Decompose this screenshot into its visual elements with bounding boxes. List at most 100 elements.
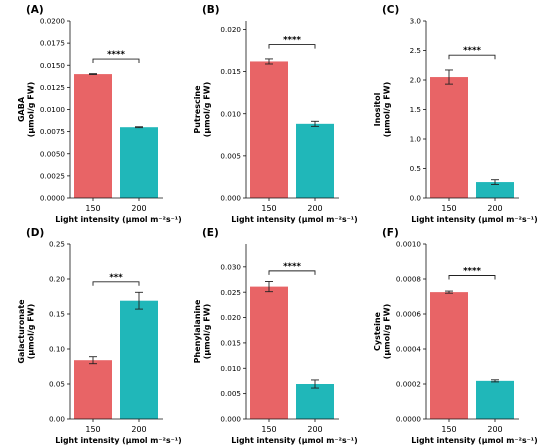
y-axis-label-line: (μmol/g FW) xyxy=(383,304,392,360)
significance-label: **** xyxy=(107,50,125,60)
y-tick-label: 0.0150 xyxy=(40,61,66,70)
y-tick-label: 0.0 xyxy=(410,194,422,203)
x-tick-label: 150 xyxy=(85,425,100,434)
y-axis-label-line: Phenylalanine xyxy=(193,299,202,363)
bar-150 xyxy=(250,61,288,199)
y-tick-label: 2.0 xyxy=(410,76,422,85)
panel-label: (B) xyxy=(202,4,220,16)
x-axis-label: Light intensity (μmol m⁻²s⁻¹) xyxy=(411,215,537,224)
y-tick-label: 0.020 xyxy=(220,25,241,34)
x-tick-label: 150 xyxy=(441,204,456,213)
y-tick-label: 0.0125 xyxy=(40,83,65,92)
x-tick-label: 200 xyxy=(307,425,322,434)
significance-label: **** xyxy=(463,46,481,56)
chart-panel-b: (B) 150 200 0.000 0.005 0.010 0.015 0.020 Putres… xyxy=(193,4,358,224)
significance-bracket xyxy=(268,270,316,275)
y-tick-label: 0.015 xyxy=(220,67,241,76)
panel-label: (C) xyxy=(382,4,399,16)
y-axis-label: Galacturonate(μmol/g FW) xyxy=(17,299,36,364)
y-tick-label: 1.5 xyxy=(410,105,421,114)
bar-150 xyxy=(250,286,288,419)
y-tick-label: 0.0004 xyxy=(396,345,422,354)
bar-150 xyxy=(430,292,468,419)
bar-200 xyxy=(476,380,514,419)
y-tick-label: 0.05 xyxy=(49,380,65,389)
bar-200 xyxy=(296,123,334,198)
y-tick-label: 0.020 xyxy=(220,313,241,322)
y-tick-label: 0.0010 xyxy=(396,240,422,249)
y-tick-label: 0.0006 xyxy=(396,310,422,319)
significance-bracket xyxy=(448,275,496,280)
y-tick-label: 0.005 xyxy=(220,151,241,160)
y-tick-label: 0.015 xyxy=(220,339,241,348)
significance-bracket xyxy=(92,58,140,64)
y-axis-label-line: (μmol/g FW) xyxy=(383,82,392,138)
significance-label: **** xyxy=(283,36,301,46)
significance-label: **** xyxy=(463,267,481,277)
x-tick-label: 200 xyxy=(131,425,146,434)
y-tick-label: 0.005 xyxy=(220,389,241,398)
panel-label: (D) xyxy=(26,227,44,239)
bar-200 xyxy=(120,300,158,419)
y-tick-label: 3.0 xyxy=(410,17,422,26)
y-tick-label: 0.20 xyxy=(49,275,65,284)
y-axis-label-line: (μmol/g FW) xyxy=(203,82,212,138)
x-tick-label: 200 xyxy=(131,204,146,213)
significance-bracket xyxy=(92,281,140,286)
x-axis-label: Light intensity (μmol m⁻²s⁻¹) xyxy=(231,215,357,224)
x-tick-label: 200 xyxy=(487,204,502,213)
y-axis-label-line: Cysteine xyxy=(373,311,382,351)
y-tick-label: 0.010 xyxy=(220,364,241,373)
y-tick-label: 0.010 xyxy=(220,109,241,118)
panel-label: (E) xyxy=(202,227,219,239)
significance-label: *** xyxy=(109,273,123,283)
y-axis-label: Phenylalanine(μmol/g FW) xyxy=(193,299,212,363)
y-tick-label: 0.0075 xyxy=(40,127,65,136)
y-axis-label-line: Inositol xyxy=(373,92,382,126)
y-tick-label: 0.000 xyxy=(220,194,241,203)
y-tick-label: 0.25 xyxy=(49,240,65,249)
bar-150 xyxy=(74,74,112,198)
y-tick-label: 0.00 xyxy=(49,415,65,424)
y-tick-label: 0.0100 xyxy=(40,105,66,114)
y-tick-label: 0.0008 xyxy=(396,275,422,284)
x-axis-label: Light intensity (μmol m⁻²s⁻¹) xyxy=(411,436,537,445)
y-tick-label: 0.5 xyxy=(410,164,421,173)
y-tick-label: 0.0002 xyxy=(396,380,421,389)
x-axis-label: Light intensity (μmol m⁻²s⁻¹) xyxy=(55,215,181,224)
bar-150 xyxy=(430,77,468,198)
y-tick-label: 2.5 xyxy=(410,46,421,55)
y-axis-label-line: Galacturonate xyxy=(17,299,26,364)
y-axis-label-line: Putrescine xyxy=(193,85,202,134)
chart-panel-a: (A) 150 200 0.0000 0.0025 0.0050 0.0075 0.0100 0… xyxy=(17,4,182,224)
bar-200 xyxy=(476,182,514,198)
chart-panel-d: (D) 150 200 0.00 0.05 0.10 0.15 0.20 0.25 Galactu… xyxy=(17,227,182,445)
x-tick-label: 150 xyxy=(85,204,100,213)
panel-label: (F) xyxy=(382,227,399,239)
y-tick-label: 0.10 xyxy=(49,345,65,354)
chart-panel-c: (C) 150 200 0.0 0.5 1.0 1.5 2.0 2.5 3.0 Inositol(μ… xyxy=(373,4,538,224)
significance-bracket xyxy=(448,54,496,60)
y-tick-label: 0.0000 xyxy=(396,415,422,424)
significance-label: **** xyxy=(283,262,301,272)
significance-bracket xyxy=(268,44,316,49)
y-tick-label: 0.0175 xyxy=(40,39,65,48)
x-tick-label: 150 xyxy=(261,425,276,434)
bar-150 xyxy=(74,360,112,419)
y-axis-label: Cysteine(μmol/g FW) xyxy=(373,304,392,360)
y-tick-label: 0.0000 xyxy=(40,194,66,203)
y-axis-label-line: (μmol/g FW) xyxy=(203,304,212,360)
panel-label: (A) xyxy=(26,4,44,16)
x-tick-label: 200 xyxy=(307,204,322,213)
x-tick-label: 150 xyxy=(261,204,276,213)
x-axis-label: Light intensity (μmol m⁻²s⁻¹) xyxy=(231,436,357,445)
y-axis-label: Putrescine(μmol/g FW) xyxy=(193,82,212,138)
y-tick-label: 0.0200 xyxy=(40,17,66,26)
y-tick-label: 0.025 xyxy=(220,288,241,297)
y-axis-label-line: (μmol/g FW) xyxy=(27,304,36,360)
x-tick-label: 150 xyxy=(441,425,456,434)
bar-200 xyxy=(296,384,334,419)
chart-panel-e: (E) 150 200 0.000 0.005 0.010 0.015 0.020 0.025 0… xyxy=(193,227,358,445)
